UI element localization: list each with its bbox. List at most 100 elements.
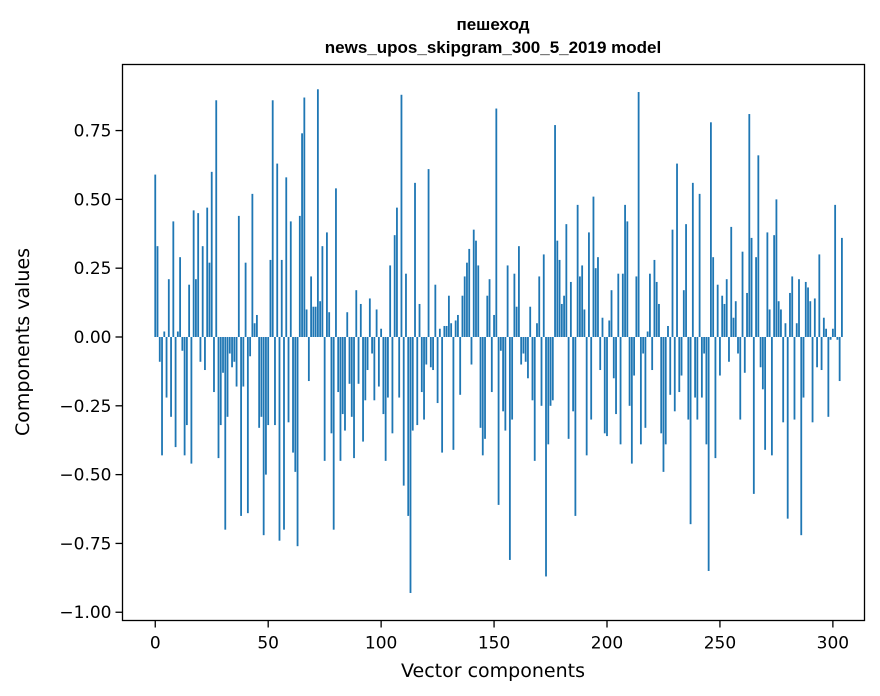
bar-component-225 — [663, 337, 665, 472]
bar-component-286 — [800, 337, 802, 535]
bar-component-19 — [197, 213, 199, 337]
bar-component-73 — [319, 301, 321, 337]
bar-component-78 — [331, 337, 333, 433]
bar-component-248 — [715, 337, 717, 458]
bar-component-63 — [297, 337, 299, 546]
bar-component-147 — [486, 296, 488, 337]
bar-component-7 — [170, 337, 172, 417]
bar-component-141 — [473, 230, 475, 337]
bar-component-186 — [574, 337, 576, 516]
bar-component-50 — [267, 337, 269, 425]
bar-component-200 — [606, 337, 608, 436]
y-tick-label-7: 0.75 — [74, 122, 112, 142]
bar-component-244 — [705, 337, 707, 444]
bar-component-303 — [839, 337, 841, 381]
bar-component-140 — [471, 337, 473, 365]
bar-component-65 — [301, 133, 303, 337]
bar-component-31 — [224, 337, 226, 530]
bar-component-208 — [624, 205, 626, 337]
bar-component-205 — [617, 274, 619, 337]
bar-component-163 — [523, 337, 525, 354]
bar-component-68 — [308, 337, 310, 381]
x-tick-label-200: 200 — [591, 634, 623, 654]
bar-component-188 — [579, 276, 581, 337]
bar-component-254 — [728, 337, 730, 362]
bar-component-232 — [678, 337, 680, 392]
bar-component-138 — [466, 263, 468, 337]
bar-component-102 — [385, 337, 387, 461]
bar-component-195 — [595, 268, 597, 337]
bar-component-52 — [272, 100, 274, 337]
bar-component-62 — [294, 337, 296, 472]
bar-component-131 — [450, 323, 452, 337]
bar-component-90 — [358, 337, 360, 384]
bar-component-144 — [480, 337, 482, 428]
bar-component-256 — [733, 318, 735, 337]
y-tick-label-1: −0.75 — [59, 534, 111, 554]
bar-component-136 — [462, 296, 464, 337]
bar-component-92 — [362, 337, 364, 442]
bar-component-194 — [593, 197, 595, 337]
bar-component-64 — [299, 216, 301, 337]
bar-component-109 — [401, 95, 403, 337]
bar-component-166 — [529, 307, 531, 337]
bar-component-178 — [556, 241, 558, 337]
bar-component-249 — [717, 285, 719, 337]
bar-component-216 — [642, 337, 644, 354]
bar-component-100 — [380, 329, 382, 337]
y-axis-ticks: −1.00−0.75−0.50−0.250.000.250.500.75 — [59, 122, 122, 624]
bar-component-211 — [631, 337, 633, 464]
bar-component-247 — [712, 257, 714, 337]
bar-component-161 — [518, 246, 520, 337]
y-tick-label-5: 0.25 — [74, 259, 112, 279]
bar-component-40 — [245, 263, 247, 337]
bar-component-135 — [459, 337, 461, 395]
bar-component-230 — [674, 337, 676, 411]
bar-component-231 — [676, 164, 678, 337]
bar-component-105 — [392, 337, 394, 433]
bar-component-289 — [807, 287, 809, 337]
bar-component-33 — [229, 337, 231, 354]
bar-component-218 — [647, 331, 649, 337]
bar-component-122 — [430, 337, 432, 367]
bar-component-123 — [432, 337, 434, 370]
bar-component-284 — [796, 323, 798, 337]
bar-component-301 — [834, 205, 836, 337]
bar-component-71 — [315, 307, 317, 337]
bar-component-79 — [333, 337, 335, 530]
bar-component-36 — [236, 337, 238, 387]
bar-component-183 — [568, 337, 570, 439]
bar-component-53 — [274, 337, 276, 425]
bar-component-25 — [211, 172, 213, 337]
y-tick-label-3: −0.25 — [59, 397, 111, 417]
bar-component-56 — [281, 260, 283, 337]
bar-component-260 — [742, 252, 744, 337]
bar-component-174 — [547, 337, 549, 444]
bar-component-258 — [737, 337, 739, 354]
bar-component-210 — [629, 337, 631, 406]
bar-component-86 — [349, 337, 351, 384]
bar-component-95 — [369, 298, 371, 337]
bar-component-157 — [509, 337, 511, 560]
bar-component-295 — [821, 337, 823, 370]
bar-component-66 — [303, 98, 305, 337]
bar-component-215 — [640, 337, 642, 444]
bar-component-5 — [166, 337, 168, 398]
bar-component-271 — [766, 232, 768, 337]
bar-component-41 — [247, 337, 249, 513]
bar-component-3 — [161, 337, 163, 455]
bar-component-296 — [823, 318, 825, 337]
bar-component-97 — [373, 337, 375, 400]
bar-component-104 — [389, 265, 391, 337]
bar-component-239 — [694, 337, 696, 398]
bar-component-233 — [681, 337, 683, 376]
bar-component-44 — [254, 323, 256, 337]
bar-component-89 — [355, 290, 357, 337]
bar-component-46 — [258, 337, 260, 428]
bar-component-268 — [760, 337, 762, 367]
bar-component-103 — [387, 337, 389, 398]
bar-component-177 — [554, 125, 556, 337]
bar-component-12 — [181, 337, 183, 351]
bar-component-278 — [782, 337, 784, 422]
bar-component-22 — [204, 337, 206, 370]
